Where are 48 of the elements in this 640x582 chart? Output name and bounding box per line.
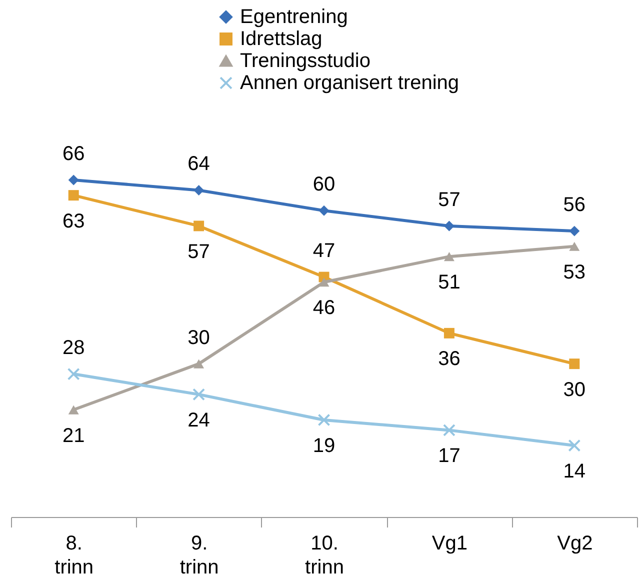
point xyxy=(194,184,204,196)
x-tick-label: 8. trinn xyxy=(54,532,94,578)
data-label: 56 xyxy=(563,194,586,216)
point xyxy=(67,368,80,380)
data-label: 30 xyxy=(563,378,586,401)
point xyxy=(444,220,454,232)
point xyxy=(318,205,330,216)
point xyxy=(194,220,204,232)
legend-label: Annen organisert trening xyxy=(240,72,460,94)
data-label: 57 xyxy=(438,188,460,211)
legend-label: Idrettslag xyxy=(240,28,322,50)
data-label: 60 xyxy=(312,174,336,196)
point xyxy=(444,252,454,262)
data-label: 46 xyxy=(312,297,336,320)
point xyxy=(318,278,330,287)
data-label: 66 xyxy=(62,143,85,165)
data-label: 19 xyxy=(312,434,336,457)
data-label: 30 xyxy=(188,326,210,349)
point xyxy=(68,174,79,186)
x-tick-label: Vg1 xyxy=(432,532,468,554)
data-label: 57 xyxy=(188,240,210,263)
data-label: 64 xyxy=(188,153,210,176)
point xyxy=(68,405,79,414)
data-label: 53 xyxy=(563,261,586,284)
data-label: 36 xyxy=(438,348,460,370)
legend-label: Egentrening xyxy=(240,6,348,28)
point xyxy=(442,424,456,436)
point xyxy=(194,359,204,368)
point xyxy=(568,439,581,452)
x-tick-label: 9. trinn xyxy=(180,532,219,578)
point xyxy=(569,242,580,251)
point xyxy=(192,388,206,401)
x-tick-label: 10. trinn xyxy=(305,532,344,578)
data-label: 63 xyxy=(62,210,85,232)
data-label: 47 xyxy=(312,240,336,262)
legend-label: Treningsstudio xyxy=(240,50,370,72)
data-label: 17 xyxy=(438,445,460,468)
point xyxy=(569,358,580,370)
data-label: 51 xyxy=(438,272,460,294)
point xyxy=(68,190,79,201)
point xyxy=(569,226,580,236)
point xyxy=(444,328,454,338)
data-label: 28 xyxy=(62,337,85,360)
point xyxy=(318,414,330,426)
data-label: 24 xyxy=(188,409,210,432)
data-label: 21 xyxy=(62,424,85,447)
data-label: 14 xyxy=(563,460,586,483)
x-tick-label: Vg2 xyxy=(557,532,593,554)
